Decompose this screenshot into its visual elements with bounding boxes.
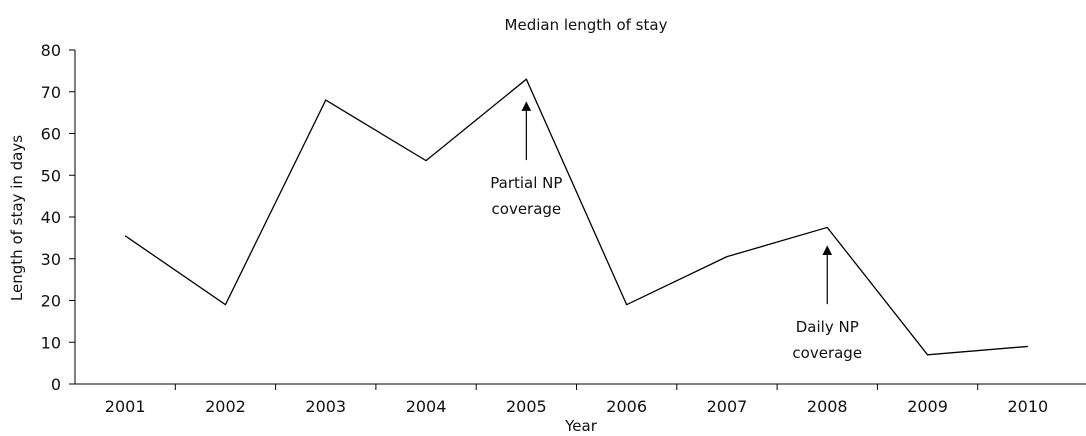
x-tick-label: 2001 xyxy=(105,397,146,416)
annotation-label: Daily NP xyxy=(796,318,859,336)
x-tick-label: 2004 xyxy=(406,397,447,416)
annotation-label: coverage xyxy=(492,200,562,218)
x-tick-label: 2008 xyxy=(807,397,848,416)
y-tick-label: 50 xyxy=(41,166,61,185)
y-tick-label: 10 xyxy=(41,333,61,352)
x-tick-label: 2007 xyxy=(707,397,748,416)
annotation-label: coverage xyxy=(792,344,862,362)
y-tick-label: 40 xyxy=(41,208,61,227)
annotation-label: Partial NP xyxy=(490,174,562,192)
x-tick-label: 2009 xyxy=(907,397,948,416)
series-line xyxy=(124,78,1028,356)
x-tick-label: 2005 xyxy=(506,397,547,416)
y-tick-label: 70 xyxy=(41,83,61,102)
y-tick-label: 30 xyxy=(41,250,61,269)
x-tick-label: 2002 xyxy=(205,397,246,416)
x-tick-label: 2010 xyxy=(1007,397,1048,416)
y-tick-label: 20 xyxy=(41,292,61,311)
chart-title: Median length of stay xyxy=(505,16,668,34)
y-axis-label: Length of stay in days xyxy=(8,135,26,301)
y-tick-label: 0 xyxy=(51,375,61,394)
x-tick-label: 2006 xyxy=(606,397,647,416)
y-tick-label: 80 xyxy=(41,41,61,60)
y-tick-label: 60 xyxy=(41,125,61,144)
x-axis-label: Year xyxy=(564,417,598,435)
x-tick-label: 2003 xyxy=(305,397,346,416)
